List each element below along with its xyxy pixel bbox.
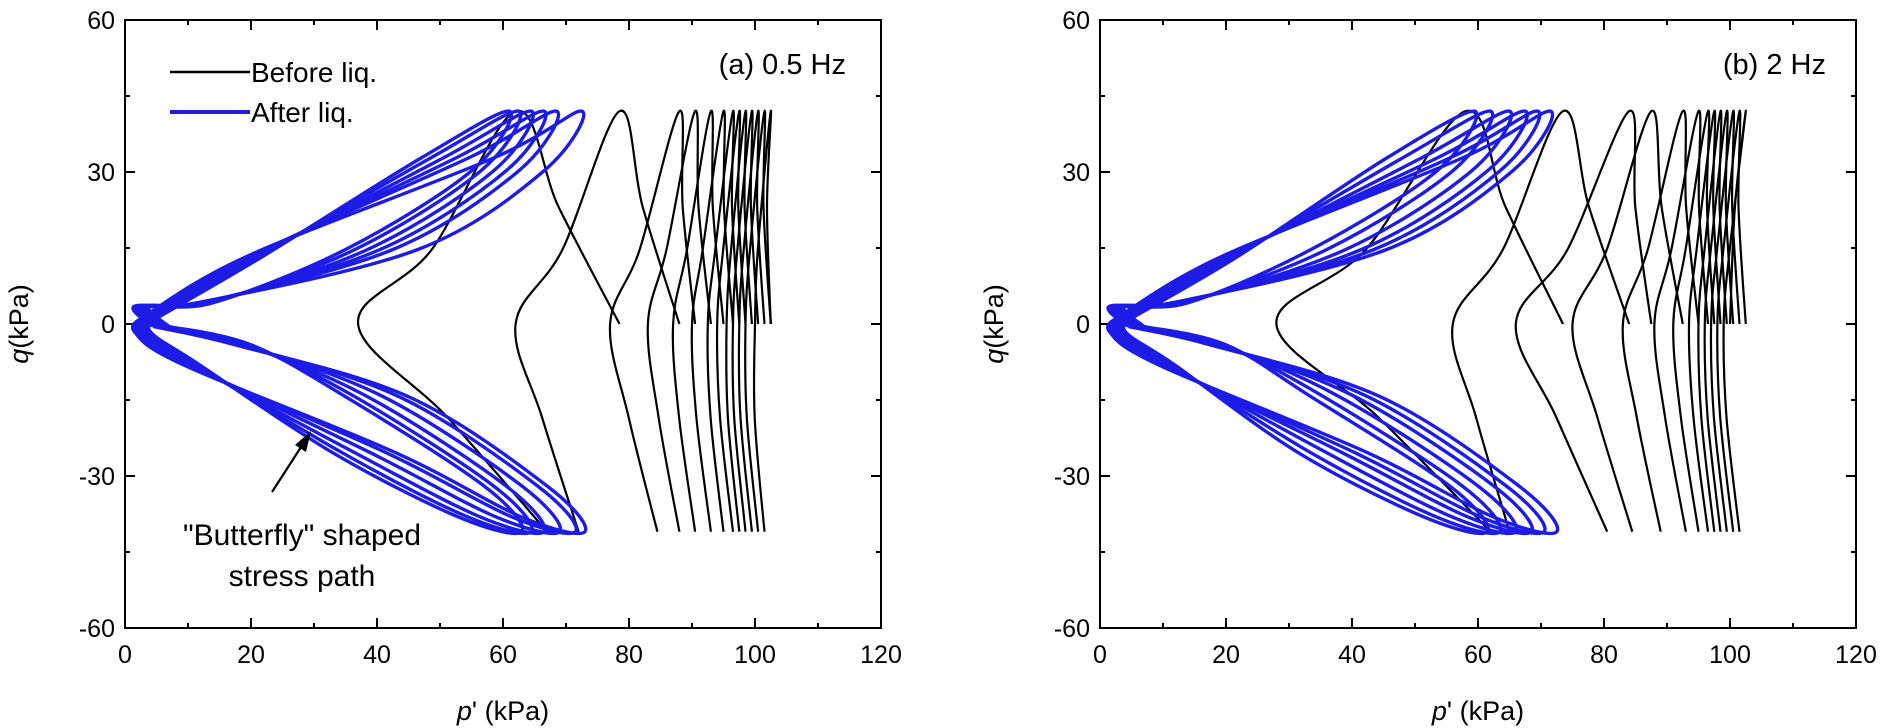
panel-label: (a) 0.5 Hz — [719, 49, 846, 81]
before-liq-cycle — [1672, 109, 1716, 532]
after-liq-lower-loop — [1118, 315, 1503, 536]
after-liq-upper-loop — [1122, 109, 1479, 328]
y-tick-label: 60 — [1062, 7, 1090, 35]
after-liq-lower-loop — [146, 315, 525, 536]
after-liq-lower-loop — [140, 315, 547, 536]
x-axis-label: p' (kPa) — [456, 696, 549, 726]
y-tick-label: -60 — [1054, 615, 1090, 643]
y-tick-label: 30 — [87, 159, 115, 187]
y-tick-label: 60 — [87, 7, 115, 35]
stress-path-curves — [131, 109, 773, 536]
y-tick-label: 0 — [1076, 311, 1090, 339]
after-liq-upper-loop — [147, 109, 513, 328]
before-liq-cycle — [1709, 109, 1741, 532]
legend-label-after: After liq. — [251, 97, 354, 128]
y-axis-label: q(kPa) — [979, 284, 1009, 364]
before-liq-cycle — [1703, 109, 1735, 532]
x-tick-label: 100 — [734, 641, 776, 669]
x-tick-label: 40 — [1338, 641, 1366, 669]
x-tick-label: 80 — [615, 641, 643, 669]
panel-b: 0 20 40 60 80 100 120 -60 -30 0 30 60 (b) 2 Hz q(kP… — [979, 7, 1877, 726]
annotation-arrow-shaft — [271, 443, 304, 493]
annotation: "Butterfly" shaped stress path — [183, 431, 421, 593]
before-liq-cycle — [1571, 109, 1684, 533]
after-liq-lower-loop — [1106, 315, 1560, 536]
axis-ticks — [124, 19, 882, 629]
y-tick-label: -60 — [79, 615, 115, 643]
tick-labels: 0 20 40 60 80 100 120 -60 -30 0 30 60 — [79, 7, 902, 669]
annotation-line-2: stress path — [229, 560, 376, 593]
before-liq-cycle — [690, 109, 735, 532]
x-tick-label: 20 — [237, 641, 265, 669]
before-liq-cycle — [1722, 109, 1747, 532]
after-liq-lower-loop — [1121, 315, 1490, 536]
after-liq-lower-loop — [137, 315, 563, 536]
before-liq-cycle — [1687, 109, 1722, 532]
before-liq-cycle — [1697, 109, 1728, 532]
x-tick-label: 100 — [1709, 641, 1751, 669]
before-liq-cycle — [1621, 109, 1700, 532]
annotation-arrowhead — [295, 431, 311, 452]
x-tick-label: 0 — [1093, 641, 1107, 669]
x-axis-label: p' (kPa) — [1431, 696, 1524, 726]
before-liq-cycle — [514, 109, 681, 533]
panel-label: (b) 2 Hz — [1723, 49, 1826, 81]
y-tick-label: -30 — [1054, 463, 1090, 491]
x-tick-label: 80 — [1590, 641, 1618, 669]
x-tick-label: 0 — [118, 641, 132, 669]
before-liq-cycle — [608, 109, 697, 532]
x-tick-label: 40 — [363, 641, 391, 669]
y-tick-label: 0 — [101, 311, 115, 339]
after-liq-lower-loop — [143, 315, 534, 536]
before-liq-cycle — [715, 109, 747, 532]
axis-ticks — [1099, 19, 1857, 629]
x-tick-label: 120 — [1835, 641, 1877, 669]
before-liq-cycle — [1451, 109, 1631, 533]
x-tick-label: 60 — [1464, 641, 1492, 669]
legend: Before liq. After liq. — [170, 57, 377, 128]
before-liq-cycle — [1716, 109, 1747, 532]
after-liq-lower-loop — [1115, 315, 1519, 536]
y-tick-label: 30 — [1062, 159, 1090, 187]
legend-label-before: Before liq. — [251, 57, 377, 88]
x-tick-label: 20 — [1212, 641, 1240, 669]
before-liq-cycle — [706, 109, 741, 532]
x-tick-label: 60 — [489, 641, 517, 669]
before-liq-cycle — [731, 109, 760, 532]
y-axis-label: q(kPa) — [4, 284, 34, 364]
plot-frame — [1099, 19, 1857, 629]
tick-labels: 0 20 40 60 80 100 120 -60 -30 0 30 60 — [1054, 7, 1877, 669]
before-liq-cycle — [737, 109, 766, 532]
annotation-line-1: "Butterfly" shaped — [183, 519, 421, 552]
stress-path-curves — [1106, 109, 1747, 536]
before-liq-cycle — [646, 109, 712, 532]
before-liq-cycle — [1514, 109, 1653, 533]
before-liq-cycle — [725, 109, 753, 532]
panel-a: 0 20 40 60 80 100 120 -60 -30 0 30 60 (a) 0.5 Hz Be… — [4, 7, 902, 726]
x-tick-label: 120 — [860, 641, 902, 669]
y-tick-label: -30 — [79, 463, 115, 491]
before-liq-cycle — [671, 109, 725, 532]
before-liq-cycle — [1275, 109, 1564, 533]
before-liq-cycle — [744, 109, 772, 532]
before-liq-cycle — [1653, 109, 1710, 532]
